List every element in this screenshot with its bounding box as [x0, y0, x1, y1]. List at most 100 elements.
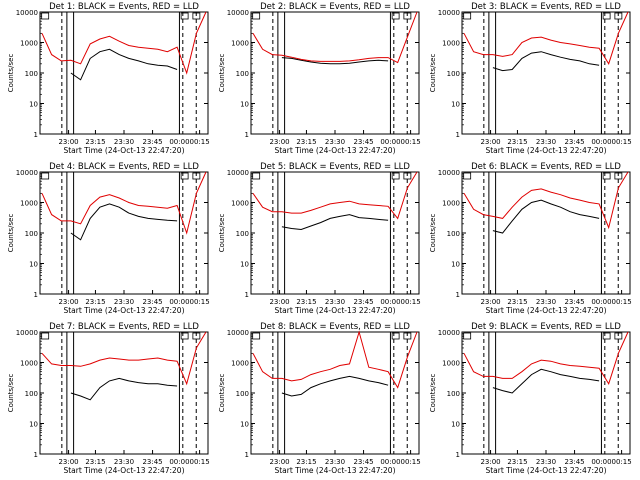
x-tick-label: 23:45	[564, 138, 584, 146]
x-tick-label: 23:00	[269, 298, 289, 306]
chart-title: Det 2: BLACK = Events, RED = LLD	[260, 2, 410, 12]
chart-panel-5: Det 5: BLACK = Events, RED = LLD 1 10 100 10…	[218, 162, 421, 315]
chart-panel-6: Det 6: BLACK = Events, RED = LLD 1 10 100 10…	[429, 162, 632, 315]
x-tick-label: 23:15	[296, 298, 316, 306]
x-axis-label: Start Time (24-Oct-13 22:47:20)	[485, 146, 606, 155]
y-tick-label: 100	[25, 70, 38, 78]
x-tick-label: 23:00	[480, 138, 500, 146]
chart-panel-2: Det 2: BLACK = Events, RED = LLD 1 10 100 10…	[218, 2, 421, 155]
x-tick-label: 00:00	[380, 458, 400, 466]
top-marker-box	[403, 332, 412, 340]
top-marker-box	[252, 332, 261, 340]
top-marker-box	[41, 332, 50, 340]
y-tick-label: 100	[25, 390, 38, 398]
y-tick-label: 100	[447, 70, 460, 78]
x-tick-label: 00:15	[190, 298, 210, 306]
y-axis-label: Counts/sec	[7, 374, 15, 413]
chart-title: Det 4: BLACK = Events, RED = LLD	[49, 162, 199, 172]
series-line-lld	[252, 11, 418, 64]
top-marker-box	[614, 172, 623, 180]
x-tick-label: 00:15	[612, 138, 632, 146]
plot-frame	[250, 11, 420, 135]
top-marker-box	[192, 172, 201, 180]
chart-title: Det 5: BLACK = Events, RED = LLD	[260, 162, 410, 172]
y-tick-label: 10000	[16, 329, 38, 337]
x-tick-label: 00:15	[401, 298, 421, 306]
x-tick-label: 00:00	[591, 298, 611, 306]
chart-title: Det 9: BLACK = Events, RED = LLD	[471, 322, 621, 332]
y-tick-label: 100	[447, 230, 460, 238]
plot-frame	[39, 11, 209, 135]
x-tick-label: 23:45	[142, 138, 162, 146]
x-tick-label: 23:45	[353, 458, 373, 466]
series-line-events	[492, 51, 600, 72]
y-axis-label: Counts/sec	[7, 214, 15, 253]
top-marker-box	[41, 172, 50, 180]
top-marker-box	[192, 332, 201, 340]
chart-title: Det 1: BLACK = Events, RED = LLD	[49, 2, 199, 12]
y-tick-label: 1000	[231, 40, 249, 48]
series-line-events	[281, 375, 389, 397]
y-tick-label: 100	[236, 230, 249, 238]
x-axis-label: Start Time (24-Oct-13 22:47:20)	[485, 466, 606, 475]
x-tick-label: 23:45	[353, 138, 373, 146]
y-tick-label: 10	[29, 261, 38, 269]
y-tick-label: 10	[451, 261, 460, 269]
y-axis-label: Counts/sec	[218, 54, 226, 93]
x-tick-label: 23:00	[269, 138, 289, 146]
top-marker-box	[403, 172, 412, 180]
y-tick-label: 1	[245, 291, 249, 299]
y-tick-label: 1000	[442, 40, 460, 48]
top-marker-box	[391, 12, 400, 20]
x-axis-label: Start Time (24-Oct-13 22:47:20)	[63, 306, 184, 315]
plot-frame	[39, 171, 209, 295]
chart-title: Det 3: BLACK = Events, RED = LLD	[471, 2, 621, 12]
x-tick-label: 00:00	[591, 458, 611, 466]
chart-title: Det 7: BLACK = Events, RED = LLD	[49, 322, 199, 332]
x-tick-label: 23:15	[507, 138, 527, 146]
y-tick-label: 10	[240, 261, 249, 269]
x-tick-label: 23:45	[564, 298, 584, 306]
y-tick-label: 1000	[231, 360, 249, 368]
x-tick-label: 23:30	[536, 458, 556, 466]
y-tick-label: 10000	[227, 9, 249, 17]
chart-panel-7: Det 7: BLACK = Events, RED = LLD 1 10 100 10…	[7, 322, 210, 475]
y-tick-label: 100	[447, 390, 460, 398]
x-tick-label: 23:15	[296, 138, 316, 146]
y-tick-label: 1	[34, 451, 38, 459]
x-tick-label: 23:00	[58, 138, 78, 146]
series-line-events	[281, 57, 389, 65]
y-tick-label: 10	[240, 421, 249, 429]
x-tick-label: 23:30	[536, 138, 556, 146]
y-tick-label: 1	[245, 131, 249, 139]
series-line-events	[492, 199, 600, 234]
x-axis-label: Start Time (24-Oct-13 22:47:20)	[274, 306, 395, 315]
x-tick-label: 00:00	[169, 298, 189, 306]
y-tick-label: 1000	[442, 200, 460, 208]
y-axis-label: Counts/sec	[7, 54, 15, 93]
series-line-events	[70, 203, 178, 241]
y-axis-label: Counts/sec	[218, 374, 226, 413]
x-tick-label: 00:00	[169, 138, 189, 146]
series-line-lld	[252, 330, 418, 389]
x-tick-label: 00:00	[380, 298, 400, 306]
chart-panel-4: Det 4: BLACK = Events, RED = LLD 1 10 100 10…	[7, 162, 210, 315]
x-tick-label: 23:00	[480, 298, 500, 306]
y-tick-label: 10	[451, 101, 460, 109]
x-tick-label: 00:15	[401, 138, 421, 146]
x-tick-label: 00:15	[190, 458, 210, 466]
x-tick-label: 23:00	[58, 458, 78, 466]
x-tick-label: 23:30	[325, 138, 345, 146]
series-line-events	[281, 214, 389, 231]
top-marker-box	[192, 12, 201, 20]
y-tick-label: 10	[29, 101, 38, 109]
x-tick-label: 23:30	[536, 298, 556, 306]
top-marker-box	[602, 12, 611, 20]
y-tick-label: 1	[456, 131, 460, 139]
x-tick-label: 23:30	[325, 298, 345, 306]
y-tick-label: 1	[34, 131, 38, 139]
x-tick-label: 00:15	[612, 298, 632, 306]
series-line-lld	[41, 331, 207, 386]
x-tick-label: 23:00	[480, 458, 500, 466]
